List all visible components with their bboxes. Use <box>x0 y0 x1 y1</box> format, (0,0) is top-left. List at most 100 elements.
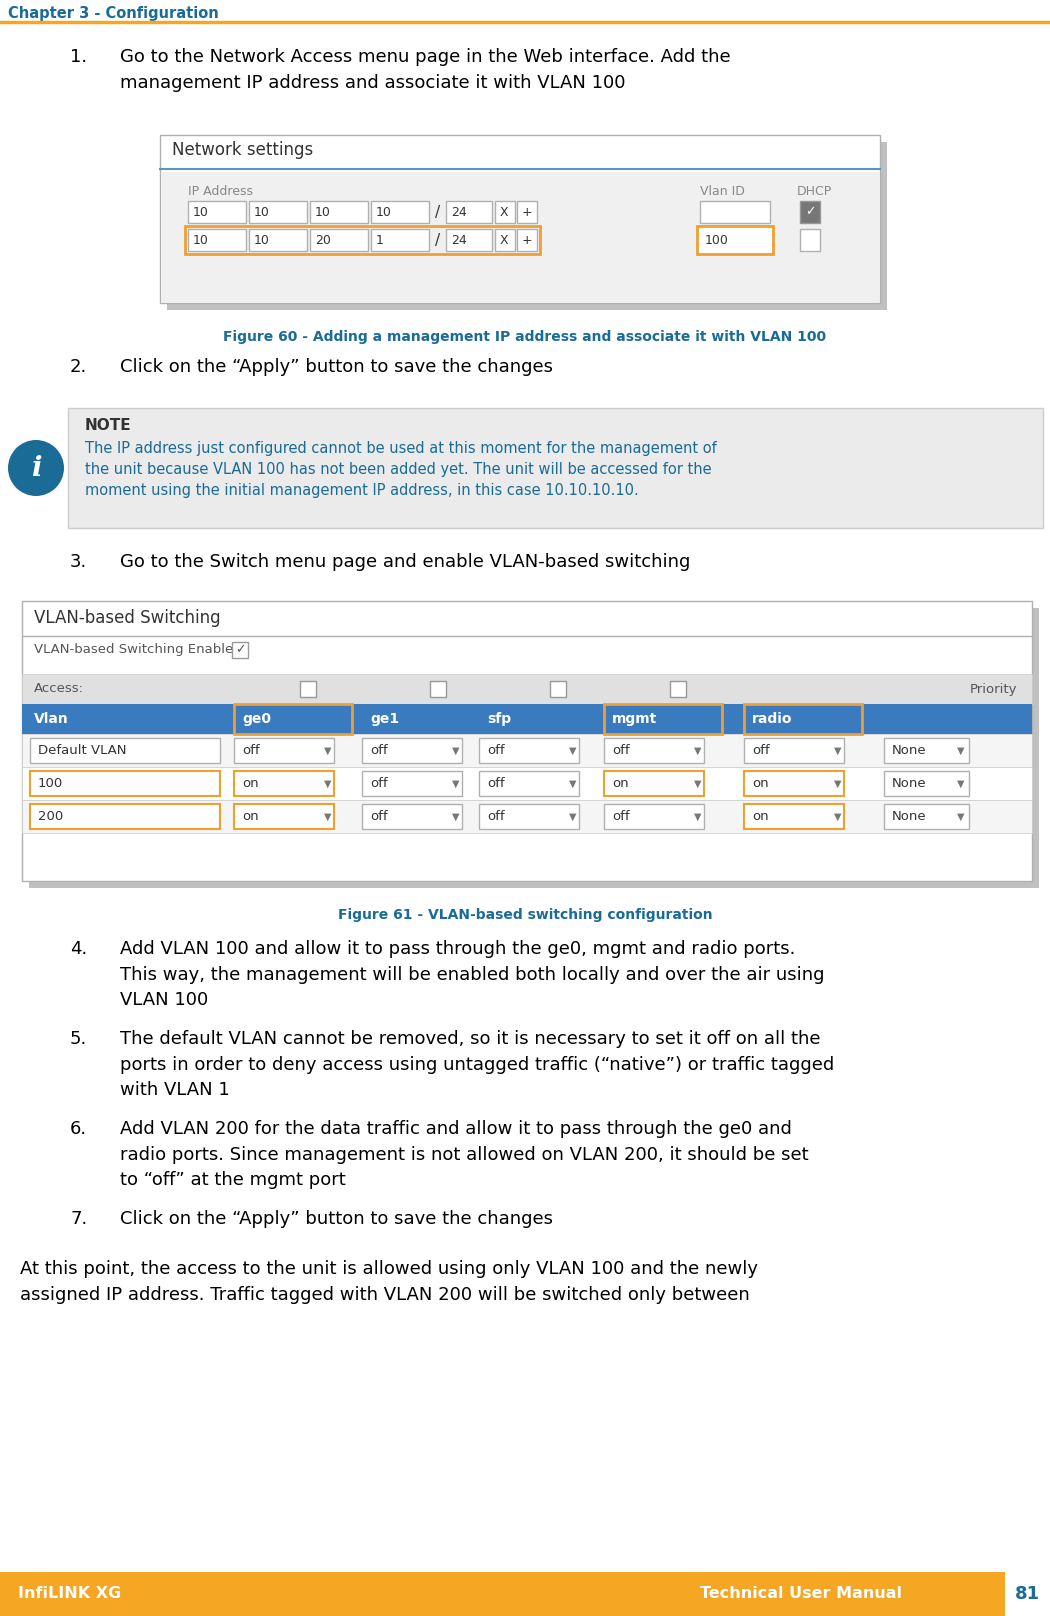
Text: ge1: ge1 <box>370 713 399 726</box>
FancyBboxPatch shape <box>430 680 446 696</box>
Text: 100: 100 <box>705 233 729 247</box>
Text: off: off <box>242 743 259 756</box>
FancyBboxPatch shape <box>160 136 880 304</box>
Text: ▼: ▼ <box>694 745 701 756</box>
Text: ▼: ▼ <box>957 745 965 756</box>
FancyBboxPatch shape <box>371 200 429 223</box>
FancyBboxPatch shape <box>697 226 773 254</box>
FancyBboxPatch shape <box>362 771 462 797</box>
Text: 81: 81 <box>1014 1585 1040 1603</box>
Text: +: + <box>522 205 532 218</box>
FancyBboxPatch shape <box>22 800 1032 832</box>
Text: radio: radio <box>752 713 793 726</box>
Text: At this point, the access to the unit is allowed using only VLAN 100 and the new: At this point, the access to the unit is… <box>20 1260 758 1304</box>
Text: 2.: 2. <box>70 359 87 377</box>
FancyBboxPatch shape <box>479 739 579 763</box>
Text: ge0: ge0 <box>242 713 271 726</box>
FancyBboxPatch shape <box>1005 1572 1050 1616</box>
Text: 1.: 1. <box>70 48 87 66</box>
Text: Technical User Manual: Technical User Manual <box>700 1587 902 1601</box>
FancyBboxPatch shape <box>234 805 334 829</box>
Text: off: off <box>487 810 505 823</box>
Text: i: i <box>30 454 41 482</box>
Text: ▼: ▼ <box>694 779 701 789</box>
Text: off: off <box>612 743 630 756</box>
Text: Default VLAN: Default VLAN <box>38 743 126 756</box>
Text: ▼: ▼ <box>957 779 965 789</box>
FancyBboxPatch shape <box>22 768 1032 800</box>
Text: Figure 61 - VLAN-based switching configuration: Figure 61 - VLAN-based switching configu… <box>338 908 712 923</box>
Text: ✓: ✓ <box>804 205 815 218</box>
Text: +: + <box>522 233 532 247</box>
FancyBboxPatch shape <box>30 805 220 829</box>
Text: 20: 20 <box>315 233 331 247</box>
Text: /: / <box>435 233 440 247</box>
Text: NOTE: NOTE <box>85 419 131 433</box>
Text: on: on <box>752 810 769 823</box>
FancyBboxPatch shape <box>604 739 704 763</box>
Text: 100: 100 <box>38 777 63 790</box>
Text: 10: 10 <box>254 205 270 218</box>
FancyBboxPatch shape <box>495 229 514 250</box>
Text: ▼: ▼ <box>324 779 332 789</box>
FancyBboxPatch shape <box>884 771 969 797</box>
Text: None: None <box>892 743 926 756</box>
Text: None: None <box>892 777 926 790</box>
Text: 10: 10 <box>315 205 331 218</box>
FancyBboxPatch shape <box>310 200 368 223</box>
FancyBboxPatch shape <box>249 200 307 223</box>
Text: 24: 24 <box>452 205 467 218</box>
Text: ▼: ▼ <box>324 811 332 821</box>
FancyBboxPatch shape <box>30 739 220 763</box>
Text: Vlan: Vlan <box>34 713 68 726</box>
FancyBboxPatch shape <box>744 739 844 763</box>
Text: off: off <box>370 777 387 790</box>
Text: 24: 24 <box>452 233 467 247</box>
FancyBboxPatch shape <box>884 739 969 763</box>
Text: 200: 200 <box>38 810 63 823</box>
FancyBboxPatch shape <box>30 771 220 797</box>
Text: ▼: ▼ <box>452 811 460 821</box>
Text: /: / <box>435 205 440 220</box>
FancyBboxPatch shape <box>22 674 1032 705</box>
Text: ▼: ▼ <box>834 745 841 756</box>
Text: The IP address just configured cannot be used at this moment for the management : The IP address just configured cannot be… <box>85 441 717 498</box>
Text: on: on <box>242 777 258 790</box>
FancyBboxPatch shape <box>479 805 579 829</box>
Text: Add VLAN 200 for the data traffic and allow it to pass through the ge0 and
radio: Add VLAN 200 for the data traffic and al… <box>120 1120 809 1189</box>
FancyBboxPatch shape <box>884 805 969 829</box>
FancyBboxPatch shape <box>550 680 566 696</box>
FancyBboxPatch shape <box>167 142 887 310</box>
FancyBboxPatch shape <box>22 734 1032 768</box>
FancyBboxPatch shape <box>479 771 579 797</box>
Text: ▼: ▼ <box>834 811 841 821</box>
Text: 10: 10 <box>376 205 392 218</box>
FancyBboxPatch shape <box>68 407 1043 528</box>
FancyBboxPatch shape <box>604 805 704 829</box>
Text: 7.: 7. <box>70 1210 87 1228</box>
Text: ▼: ▼ <box>569 745 576 756</box>
FancyBboxPatch shape <box>249 229 307 250</box>
FancyBboxPatch shape <box>362 739 462 763</box>
Text: X: X <box>500 233 508 247</box>
Text: Figure 60 - Adding a management IP address and associate it with VLAN 100: Figure 60 - Adding a management IP addre… <box>224 330 826 344</box>
Text: ▼: ▼ <box>694 811 701 821</box>
Text: mgmt: mgmt <box>612 713 657 726</box>
FancyBboxPatch shape <box>800 229 820 250</box>
Text: 10: 10 <box>254 233 270 247</box>
Text: off: off <box>487 743 505 756</box>
FancyBboxPatch shape <box>29 608 1040 889</box>
FancyBboxPatch shape <box>446 200 492 223</box>
Text: InfiLINK XG: InfiLINK XG <box>18 1587 121 1601</box>
Text: DHCP: DHCP <box>797 184 833 199</box>
Text: 10: 10 <box>193 205 209 218</box>
FancyBboxPatch shape <box>362 805 462 829</box>
Text: VLAN-based Switching: VLAN-based Switching <box>34 609 220 627</box>
Text: ▼: ▼ <box>834 779 841 789</box>
Text: ✓: ✓ <box>235 643 246 656</box>
FancyBboxPatch shape <box>22 601 1032 881</box>
Circle shape <box>8 440 64 496</box>
Text: IP Address: IP Address <box>188 184 253 199</box>
FancyBboxPatch shape <box>232 642 248 658</box>
FancyBboxPatch shape <box>495 200 514 223</box>
